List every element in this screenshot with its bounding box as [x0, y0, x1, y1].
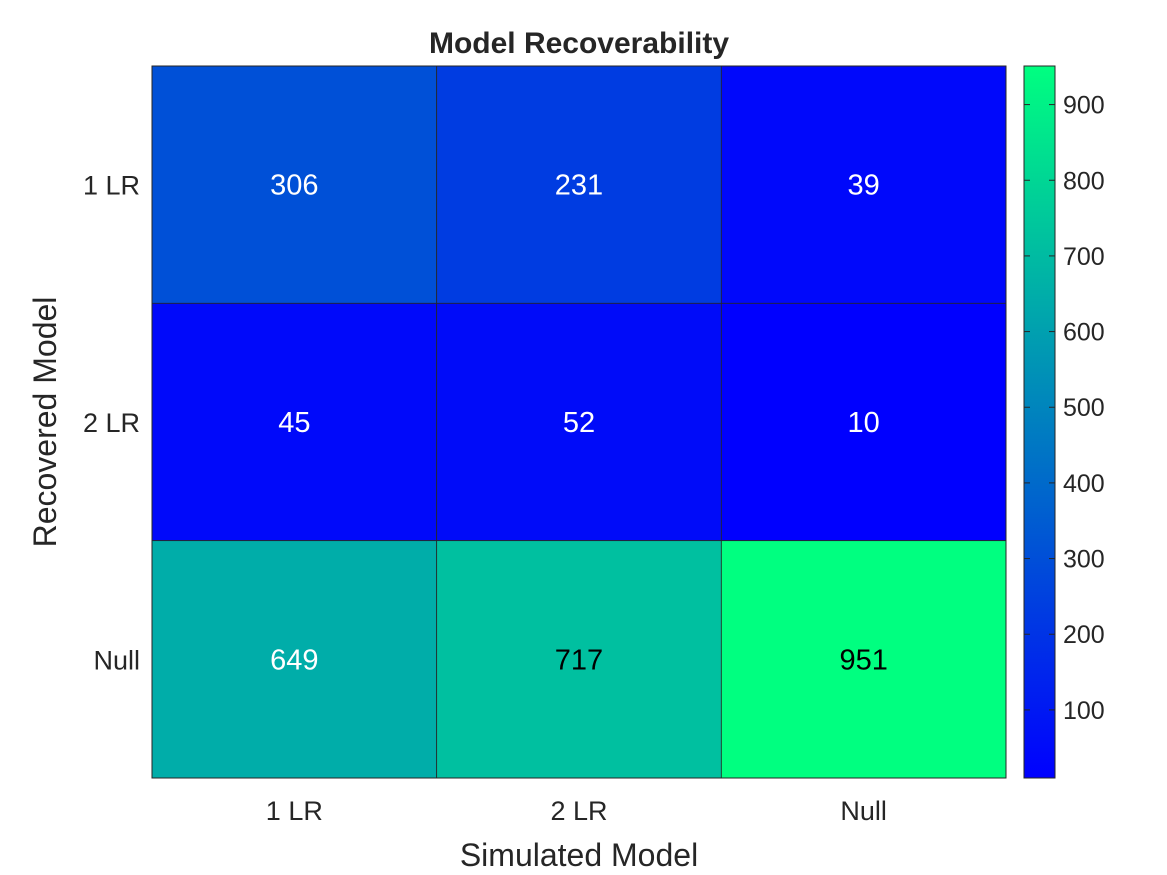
heatmap-cell	[151, 302, 438, 542]
chart-title: Model Recoverability	[429, 27, 729, 60]
x-tick-label: 1 LR	[266, 796, 323, 826]
heatmap-cell	[436, 65, 722, 304]
cell-value-label: 649	[270, 644, 318, 676]
cell-value-label: 39	[848, 170, 880, 202]
colorbar-tick-label: 900	[1063, 92, 1105, 120]
colorbar-tick-label: 600	[1063, 319, 1105, 347]
heatmap-cell	[151, 65, 438, 304]
plot-frame	[151, 65, 1007, 779]
x-tick-labels: 1 LR 2 LR Null	[266, 796, 887, 826]
heatmap-cell	[720, 302, 1007, 542]
colorbar-ticks: 100 200 300 400 500 600 700 800 900	[1024, 92, 1105, 725]
colorbar-tick-label: 400	[1063, 470, 1105, 498]
y-tick-labels: 1 LR 2 LR Null	[83, 171, 140, 676]
y-tick-label: 2 LR	[83, 408, 140, 438]
colorbar	[1023, 65, 1056, 779]
y-tick-label: 1 LR	[83, 171, 140, 201]
heatmap-cell	[151, 540, 438, 779]
y-axis-label: Recovered Model	[27, 297, 63, 548]
colorbar-tick-label: 300	[1063, 546, 1105, 574]
colorbar-tick-label: 100	[1063, 697, 1105, 725]
heatmap-cells	[151, 65, 1007, 779]
y-tick-label: Null	[93, 645, 140, 675]
colorbar-tick-label: 700	[1063, 243, 1105, 271]
cell-value-label: 45	[278, 407, 310, 439]
cell-value-label: 10	[848, 407, 880, 439]
colorbar-tick-label: 200	[1063, 621, 1105, 649]
x-tick-label: 2 LR	[550, 796, 607, 826]
x-axis-label: Simulated Model	[460, 837, 698, 873]
cell-value-label: 717	[555, 644, 603, 676]
colorbar-tick-label: 800	[1063, 167, 1105, 195]
heatmap-cell	[436, 302, 722, 542]
cell-value-label: 951	[839, 644, 887, 676]
cell-value-label: 231	[555, 170, 603, 202]
heatmap-cell-labels: 306 231 39 45 52 10 649 717 951	[270, 170, 888, 677]
x-tick-label: Null	[840, 796, 887, 826]
cell-value-label: 306	[270, 170, 318, 202]
colorbar-tick-label: 500	[1063, 394, 1105, 422]
heatmap-cell	[436, 540, 722, 779]
cell-value-label: 52	[563, 407, 595, 439]
